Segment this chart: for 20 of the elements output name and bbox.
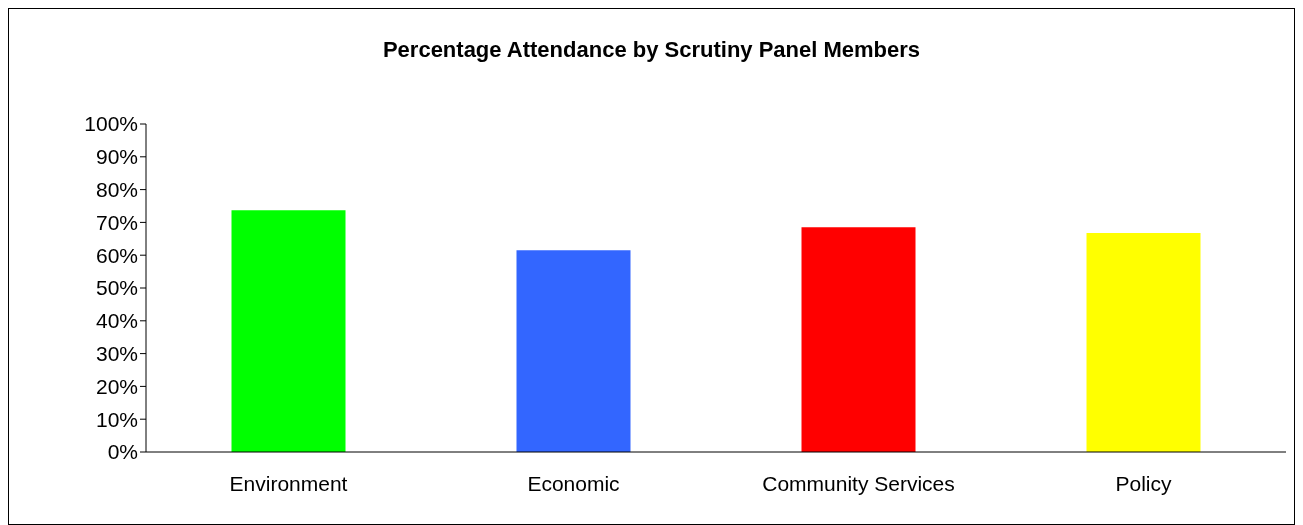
bar (1086, 232, 1201, 452)
bar (231, 210, 346, 452)
y-tick-label: 50% (95, 276, 138, 300)
y-tick-label: 40% (95, 309, 138, 333)
y-tick-label: 30% (95, 342, 138, 366)
chart-title: Percentage Attendance by Scrutiny Panel Members (381, 37, 922, 63)
y-tick-label: 70% (95, 210, 138, 234)
y-tick-label: 90% (95, 145, 138, 169)
y-tick-label: 100% (84, 112, 138, 136)
y-tick-label: 60% (95, 243, 138, 267)
y-tick-label: 20% (95, 374, 138, 398)
y-tick-label: 10% (95, 407, 138, 431)
x-tick-label: Policy (1115, 471, 1172, 495)
y-tick-label: 0% (107, 440, 138, 464)
x-tick-label: Economic (527, 471, 620, 495)
bar (516, 250, 631, 452)
x-tick-label: Environment (229, 471, 348, 495)
y-tick-label: 80% (95, 178, 138, 202)
x-tick-label: Community Services (762, 471, 955, 495)
bar (801, 227, 916, 452)
